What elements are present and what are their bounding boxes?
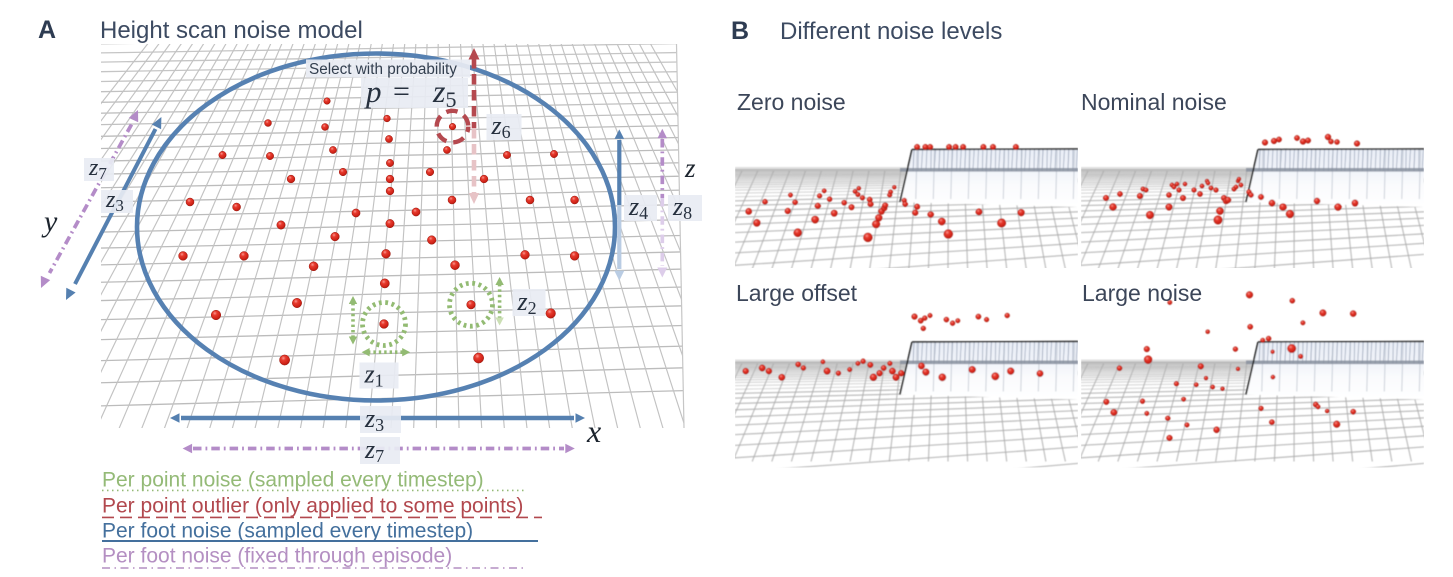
svg-text:A: A (38, 16, 56, 44)
svg-text:Select with probability: Select with probability (309, 61, 457, 78)
svg-text:z: z (684, 153, 696, 183)
svg-text:=: = (393, 75, 410, 108)
svg-text:Different noise levels: Different noise levels (780, 18, 1002, 45)
svg-text:Per point noise (sampled every: Per point noise (sampled every timestep) (102, 469, 484, 492)
svg-text:Height scan noise model: Height scan noise model (100, 17, 363, 44)
svg-text:x: x (586, 413, 601, 449)
svg-text:B: B (731, 17, 749, 45)
svg-text:Per point outlier (only applie: Per point outlier (only applied to some … (102, 495, 523, 518)
svg-text:Large offset: Large offset (736, 280, 858, 306)
svg-text:Zero noise: Zero noise (737, 89, 846, 115)
svg-text:Large noise: Large noise (1082, 280, 1202, 306)
svg-text:Nominal noise: Nominal noise (1081, 89, 1227, 115)
svg-text:p: p (364, 74, 382, 109)
svg-text:Per foot noise (sampled every: Per foot noise (sampled every timestep) (102, 520, 473, 543)
svg-text:y: y (41, 205, 58, 238)
svg-text:Per foot noise (fixed through: Per foot noise (fixed through episode) (102, 545, 452, 568)
